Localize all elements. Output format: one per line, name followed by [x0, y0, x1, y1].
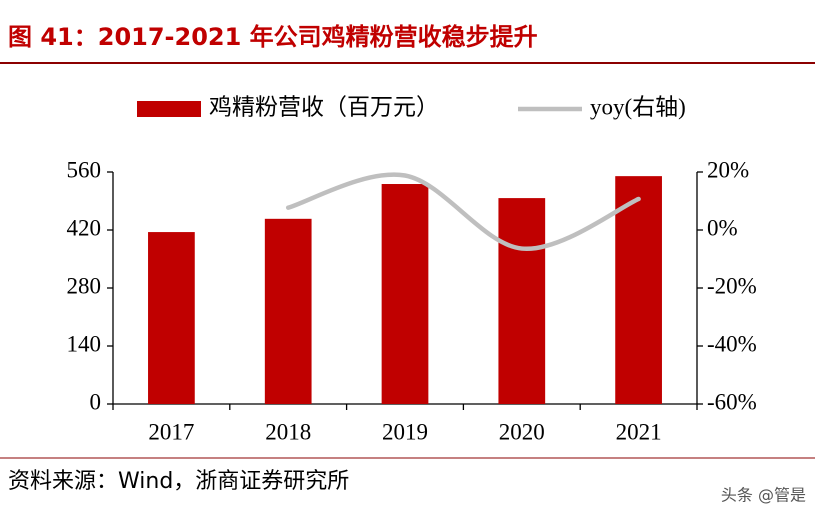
bar	[498, 198, 546, 404]
x-tick-label: 2017	[148, 419, 194, 444]
y2-tick-label: -40%	[707, 331, 757, 356]
y-tick-label: 280	[67, 273, 102, 298]
line	[285, 172, 641, 251]
legend-label: yoy(右轴)	[590, 94, 686, 119]
bar	[264, 218, 312, 404]
y2-tick-label: 0%	[707, 215, 738, 240]
watermark: 头条 @管是	[721, 486, 806, 505]
x-tick-label: 2020	[499, 419, 545, 444]
y2-tick-label: -20%	[707, 273, 757, 298]
legend-swatch	[137, 101, 201, 117]
bar	[381, 184, 429, 404]
y-tick-label: 0	[90, 389, 102, 414]
bar	[148, 232, 195, 404]
y2-tick-label: -60%	[707, 389, 757, 414]
source: 资料来源：Wind，浙商证券研究所	[8, 469, 349, 494]
y-tick-label: 140	[67, 331, 102, 356]
x-tick-label: 2019	[382, 419, 428, 444]
chart-title: 图 41：2017-2021 年公司鸡精粉营收稳步提升	[8, 23, 538, 51]
y-tick-label: 420	[67, 215, 102, 240]
bar	[615, 176, 662, 404]
legend-label: 鸡精粉营收（百万元）	[209, 94, 439, 119]
x-tick-label: 2018	[265, 419, 311, 444]
y2-tick-label: 20%	[707, 157, 749, 182]
x-tick-label: 2021	[616, 419, 662, 444]
y-tick-label: 560	[67, 157, 102, 182]
